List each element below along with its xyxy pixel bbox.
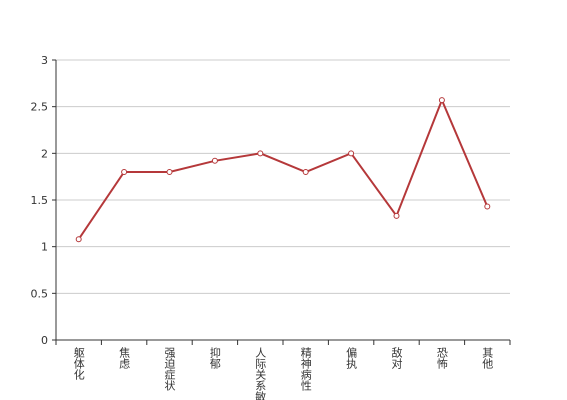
x-tick-label: 其他 (481, 347, 494, 369)
point (348, 150, 355, 157)
point (166, 169, 173, 175)
y-tick-label: 3 (41, 54, 48, 67)
x-tick-label: 强迫症状 (163, 347, 176, 391)
point (211, 157, 218, 164)
x-tick-label: 敌对 (390, 346, 403, 369)
x-tick-label: 焦虑 (118, 347, 131, 369)
y-tick-label: 0 (41, 334, 48, 347)
y-tick-label: 0.5 (31, 287, 49, 300)
point (121, 169, 128, 175)
point (438, 97, 445, 104)
point (257, 150, 264, 157)
x-tick-label: 躯体化 (72, 347, 85, 381)
x-tick-label: 抑郁 (208, 346, 221, 369)
point (484, 203, 491, 210)
x-tick-label: 人际关系敏感 (254, 347, 267, 400)
point (302, 169, 309, 175)
line (77, 97, 489, 240)
y-tick-label: 1 (41, 241, 48, 254)
x-tick-label: 精神病性 (299, 347, 312, 392)
x-tick-label: 偏执 (345, 346, 358, 370)
y-tick-label: 2 (41, 147, 48, 160)
y-tick-label: 1.5 (31, 194, 49, 207)
point (393, 212, 400, 219)
x-tick-label: 恐怖 (435, 347, 448, 369)
point (75, 236, 82, 243)
y-tick-label: 2.5 (31, 101, 49, 114)
